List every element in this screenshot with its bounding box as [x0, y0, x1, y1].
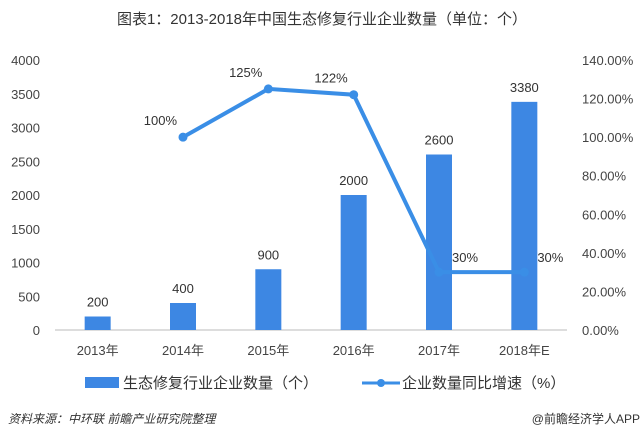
y-tick-right: 120.00% — [582, 92, 634, 107]
growth-point — [349, 90, 359, 100]
y-tick-left: 3000 — [11, 121, 40, 136]
legend-item-line: 企业数量同比增速（%） — [362, 372, 565, 393]
growth-point — [434, 267, 444, 277]
bar — [170, 303, 196, 330]
chart-plot: 0 500 1000 1500 2000 2500 3000 3500 4000 0.00% 20.… — [11, 53, 634, 358]
bar-data-label: 3380 — [510, 80, 539, 95]
bar — [426, 154, 452, 330]
bar-data-label: 900 — [257, 247, 279, 262]
y-tick-left: 3500 — [11, 87, 40, 102]
y-tick-left: 2000 — [11, 188, 40, 203]
bar-data-label: 2000 — [339, 173, 368, 188]
y-tick-right: 20.00% — [582, 284, 627, 299]
line-data-label: 30% — [537, 250, 563, 265]
bar-data-label: 2600 — [425, 133, 454, 148]
y-tick-right: 40.00% — [582, 246, 627, 261]
bar — [84, 316, 111, 330]
line-data-label: 122% — [314, 71, 348, 86]
y-tick-left: 500 — [18, 289, 40, 304]
x-tick-label: 2017年 — [418, 343, 460, 358]
x-tick-label: 2014年 — [162, 343, 204, 358]
bar — [511, 101, 538, 330]
line-data-label: 125% — [229, 65, 263, 80]
y-tick-left: 1500 — [11, 222, 40, 237]
line-data-label: 30% — [452, 250, 478, 265]
chart-title: 图表1：2013-2018年中国生态修复行业企业数量（单位：个） — [116, 11, 528, 28]
y-tick-right: 140.00% — [582, 53, 634, 68]
y-tick-right: 80.00% — [582, 169, 627, 184]
y-tick-right: 60.00% — [582, 207, 627, 222]
y-tick-left: 1000 — [11, 256, 40, 271]
growth-point — [178, 132, 188, 142]
legend-item-bars: 生态修复行业企业数量（个） — [85, 372, 318, 393]
growth-point — [263, 84, 273, 94]
y-tick-left: 0 — [33, 323, 40, 338]
y-tick-left: 2500 — [11, 154, 40, 169]
x-tick-label: 2013年 — [77, 343, 119, 358]
x-tick-label: 2018年E — [499, 343, 550, 358]
x-tick-label: 2015年 — [247, 343, 289, 358]
legend-line-swatch — [362, 378, 400, 387]
bar — [255, 269, 282, 330]
source-note: 资料来源：中环联 前瞻产业研究院整理 — [8, 412, 216, 426]
y-tick-right: 0.00% — [582, 323, 619, 338]
line-data-label: 100% — [144, 113, 178, 128]
x-tick-label: 2016年 — [333, 343, 375, 358]
y-tick-right: 100.00% — [582, 130, 634, 145]
y-tick-left: 4000 — [11, 53, 40, 68]
credit: @前瞻经济学人APP — [531, 412, 640, 426]
legend-bar-swatch — [85, 377, 119, 388]
bar-data-label: 400 — [172, 281, 194, 296]
bar-data-label: 200 — [87, 295, 109, 310]
growth-point — [519, 267, 529, 277]
bar — [340, 195, 367, 330]
legend-label: 生态修复行业企业数量（个） — [123, 375, 319, 392]
legend-label: 企业数量同比增速（%） — [402, 375, 566, 392]
